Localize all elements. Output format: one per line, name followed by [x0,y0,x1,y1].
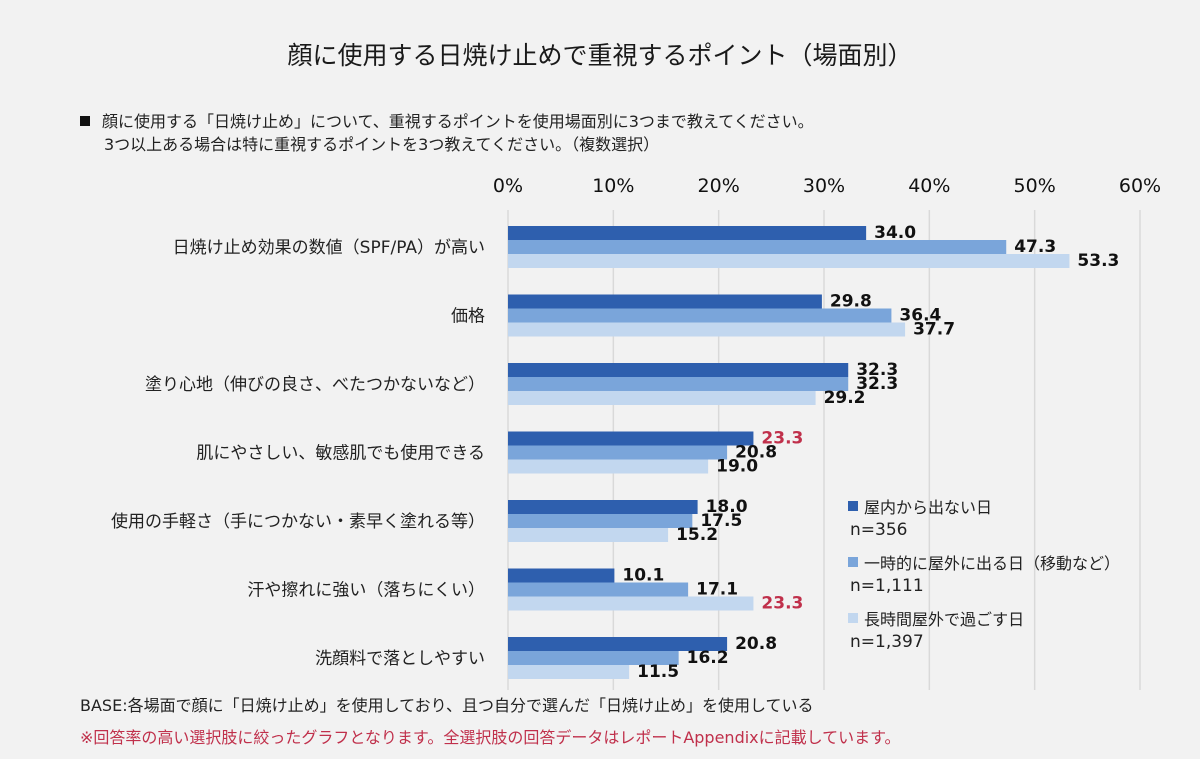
bar [508,637,728,651]
bar [508,514,693,528]
bar [508,500,698,514]
data-label: 47.3 [1014,237,1056,257]
legend-label-series-2: 一時的に屋外に出る日（移動など） [864,554,1121,573]
bar [508,582,689,597]
legend-item-series-2: 一時的に屋外に出る日（移動など） n=1,111 [848,550,1120,598]
data-label: 32.3 [856,360,898,380]
bar [508,308,892,323]
data-label: 23.3 [761,594,803,614]
category-label: 洗顔料で落としやすい [315,649,485,669]
chart-title: 顔に使用する日焼け止めで重視するポイント（場面別） [287,41,913,70]
bar [508,363,849,377]
square-bullet-icon [80,116,90,126]
question-line-1-text: 顔に使用する「日焼け止め」について、重視するポイントを使用場面別に3つまで教えて… [102,112,814,131]
x-tick-label: 40% [908,175,950,197]
x-tick-label: 30% [803,175,845,197]
question-text: 顔に使用する「日焼け止め」について、重視するポイントを使用場面別に3つまで教えて… [80,110,814,156]
legend-n-series-1: n=356 [850,520,908,540]
category-label: 価格 [451,307,485,327]
data-label: 17.1 [696,580,738,600]
data-label: 36.4 [899,306,941,326]
data-label: 15.2 [676,525,718,545]
question-line-1: 顔に使用する「日焼け止め」について、重視するポイントを使用場面別に3つまで教えて… [80,110,814,133]
data-label: 23.3 [761,429,803,449]
data-label: 34.0 [874,223,916,243]
data-label: 29.2 [824,388,866,408]
data-label: 10.1 [622,566,664,586]
legend-swatch-series-3 [848,613,858,623]
bar [508,431,754,446]
base-note: BASE:各場面で顔に「日焼け止め」を使用しており、且つ自分で選んだ「日焼け止め… [80,696,814,715]
bar-chart: 0% 10% 20% 30% 40% 50% 60% 日焼け止め効果の数値（SPF/PA）が高… [111,175,1161,690]
category-label: 汗や擦れに強い（落ちにくい） [247,581,485,601]
bar [508,665,630,679]
data-label: 11.5 [637,662,679,682]
legend-swatch-series-1 [848,501,858,511]
legend-item-series-3: 長時間屋外で過ごす日 n=1,397 [848,606,1120,654]
bar [508,322,906,337]
x-tick-label: 10% [592,175,634,197]
bar [508,568,615,583]
legend-label-series-3: 長時間屋外で過ごす日 [864,610,1025,629]
appendix-note: ※回答率の高い選択肢に絞ったグラフとなります。全選択肢の回答データはレポートAp… [80,728,901,747]
category-label: 肌にやさしい、敏感肌でも使用できる [196,443,485,464]
bar [508,596,754,611]
data-label: 19.0 [716,457,758,477]
bar [508,294,822,309]
category-label: 使用の手軽さ（手につかない・素早く塗れる等） [111,511,485,532]
legend-n-series-3: n=1,397 [850,632,924,652]
question-line-2: 3つ以上ある場合は特に重視するポイントを3つ教えてください。（複数選択） [104,135,660,154]
bar [508,377,849,391]
bar [508,445,728,460]
bar [508,459,709,474]
bar [508,240,1007,254]
data-label: 29.8 [830,292,872,312]
legend-swatch-series-2 [848,557,858,567]
data-label: 32.3 [856,374,898,394]
x-tick-label: 0% [493,175,523,197]
data-label: 16.2 [687,648,729,668]
bar [508,391,816,405]
category-label: 日焼け止め効果の数値（SPF/PA）が高い [173,238,485,258]
legend-n-series-2: n=1,111 [850,576,924,596]
bar [508,254,1070,268]
data-label: 37.7 [913,320,955,340]
data-label: 17.5 [700,511,742,531]
data-label: 20.8 [735,634,777,654]
bar [508,651,679,665]
legend: 屋内から出ない日 n=356 一時的に屋外に出る日（移動など） n=1,111 … [848,494,1120,662]
bar [508,528,669,542]
x-tick-label: 50% [1014,175,1056,197]
x-tick-label: 20% [698,175,740,197]
data-label: 53.3 [1077,251,1119,271]
x-tick-label: 60% [1119,175,1161,197]
data-label: 18.0 [706,497,748,517]
legend-label-series-1: 屋内から出ない日 [864,498,993,517]
legend-item-series-1: 屋内から出ない日 n=356 [848,494,1120,542]
category-label: 塗り心地（伸びの良さ、べたつかないなど） [145,374,485,395]
data-label: 20.8 [735,443,777,463]
bar [508,226,867,240]
